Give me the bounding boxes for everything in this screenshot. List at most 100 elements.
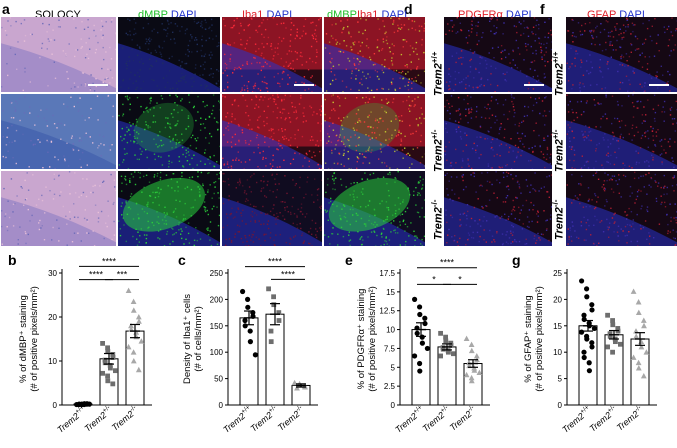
chart-c: Density of Iba1⁺ cells (# of cells/mm²) 0 5… xyxy=(182,257,318,435)
chart-e-point xyxy=(417,311,423,318)
chart-c-point xyxy=(247,339,253,345)
svg-text:****: **** xyxy=(102,256,117,266)
micrograph-merge-wt xyxy=(324,17,425,92)
chart-b-ytick-label: 20 xyxy=(48,313,57,322)
chart-g-point xyxy=(630,354,637,360)
chart-b-point xyxy=(130,349,137,355)
svg-text:****: **** xyxy=(281,269,296,279)
chart-b-point xyxy=(86,401,92,407)
chart-b-point xyxy=(128,326,135,332)
panel-label-d: d xyxy=(404,1,413,17)
micrograph-merge-ko xyxy=(324,171,425,246)
chart-b-ytick-label: 30 xyxy=(48,269,57,278)
chart-e-sig-2: * xyxy=(443,274,477,285)
chart-e-ytick-label: 15 xyxy=(386,288,395,297)
chart-g-point xyxy=(610,349,615,355)
chart-g-ytick-label: 15 xyxy=(553,322,562,331)
chart-g-point xyxy=(635,299,642,305)
chart-g-point xyxy=(584,336,590,342)
chart-g: % of GFAP⁺ staining (# of positive pixels… xyxy=(523,269,657,435)
chart-e-point xyxy=(468,374,475,381)
chart-g-point xyxy=(586,368,592,374)
micrograph-merge-het xyxy=(324,94,425,169)
chart-b-category-2: Trem2-/- xyxy=(109,404,140,433)
chart-c-ylabel-0: Density of Iba1⁺ cells xyxy=(182,294,193,384)
chart-b-category-1: Trem2+/- xyxy=(82,404,114,434)
chart-g-point xyxy=(635,359,642,366)
chart-c-point xyxy=(242,317,248,324)
chart-e-errorbar-2 xyxy=(468,359,478,368)
chart-g-point xyxy=(633,333,640,339)
chart-g-point xyxy=(640,317,647,323)
micrograph-gfap-het xyxy=(566,94,677,169)
chart-g-point xyxy=(607,333,613,339)
chart-e-ylabel-1: (# of positive pixels/mm²) xyxy=(367,286,378,392)
chart-g-point xyxy=(584,286,590,292)
micrograph-dmbp-ko xyxy=(118,171,220,246)
chart-g-errorbar-0 xyxy=(583,319,593,332)
chart-c-ytick-label: 150 xyxy=(210,322,224,331)
chart-e-errorbar-1 xyxy=(442,343,452,351)
micrograph-gfap-wt xyxy=(566,17,677,92)
chart-e-point xyxy=(471,367,478,373)
chart-e-point xyxy=(463,335,470,342)
chart-b-point xyxy=(128,322,134,329)
chart-c-sig-1: **** xyxy=(271,269,305,280)
chart-g-point xyxy=(640,372,647,379)
chart-c-category-0: Trem2+/+ xyxy=(221,404,255,435)
panel-label-f: f xyxy=(540,1,545,17)
chart-e-point xyxy=(417,368,423,374)
micrograph-pdgfr-ko xyxy=(444,171,552,246)
chart-b-errorbar-0 xyxy=(78,403,88,406)
chart-g-ylabel-0: % of GFAP⁺ staining xyxy=(523,295,534,382)
chart-b-point xyxy=(130,307,137,313)
chart-e-point xyxy=(438,353,443,359)
chart-c-errorbar-1 xyxy=(270,303,280,326)
row-label-f-het: Trem2+/- xyxy=(551,129,566,172)
micrograph-iba1-ko xyxy=(222,171,322,246)
chart-b-point xyxy=(125,343,132,350)
chart-e-point xyxy=(468,377,475,384)
chart-c-ytick-label: 250 xyxy=(210,269,224,278)
panel-label-c: c xyxy=(178,252,186,268)
chart-e-ytick-label: 5 xyxy=(391,363,396,372)
svg-text:****: **** xyxy=(440,258,455,268)
chart-e-ylabel-0: % of PDGFRα⁺ staining xyxy=(356,289,367,390)
chart-b-point xyxy=(110,381,116,387)
chart-b: % of dMBP⁺ staining (# of positive pixels… xyxy=(18,256,152,435)
chart-c-category-2: Trem2-/- xyxy=(275,404,306,433)
chart-e-category-1: Trem2+/- xyxy=(420,404,452,434)
chart-b-point xyxy=(107,363,113,368)
chart-e-point xyxy=(424,345,430,352)
chart-g-point xyxy=(605,312,610,318)
chart-b-point xyxy=(113,368,118,374)
micrograph-iba1-wt xyxy=(222,17,322,92)
panel-label-e: e xyxy=(345,252,353,268)
chart-e-point xyxy=(443,334,448,340)
chart-b-ylabel-1: (# of positive pixels/mm²) xyxy=(29,286,40,392)
chart-g-point xyxy=(591,325,597,332)
chart-b-point xyxy=(130,298,137,304)
micrograph-iba1-het xyxy=(222,94,322,169)
svg-text:****: **** xyxy=(268,257,283,267)
chart-g-category-0: Trem2+/+ xyxy=(560,404,594,435)
chart-b-point xyxy=(105,345,110,351)
chart-e-category-0: Trem2+/+ xyxy=(393,404,427,435)
chart-b-sig-2: *** xyxy=(105,270,139,281)
chart-e-point xyxy=(468,347,475,354)
chart-e-sig-0: **** xyxy=(417,258,477,269)
chart-g-errorbar-1 xyxy=(609,329,619,340)
chart-g-category-1: Trem2+/- xyxy=(587,404,619,434)
chart-c-point xyxy=(242,323,248,329)
svg-text:****: **** xyxy=(89,270,104,280)
micrograph-dmbp-het xyxy=(118,94,220,169)
chart-c-point xyxy=(271,294,276,300)
chart-b-point xyxy=(110,355,116,360)
chart-e-ytick-label: 12.5 xyxy=(379,307,395,316)
chart-c-ytick-label: 100 xyxy=(210,348,224,357)
chart-e-sig-1: * xyxy=(417,274,451,285)
chart-e-ytick-label: 17.5 xyxy=(379,269,395,278)
chart-g-point xyxy=(607,331,613,337)
chart-c-errorbar-0 xyxy=(244,310,254,326)
chart-g-point xyxy=(618,341,623,347)
